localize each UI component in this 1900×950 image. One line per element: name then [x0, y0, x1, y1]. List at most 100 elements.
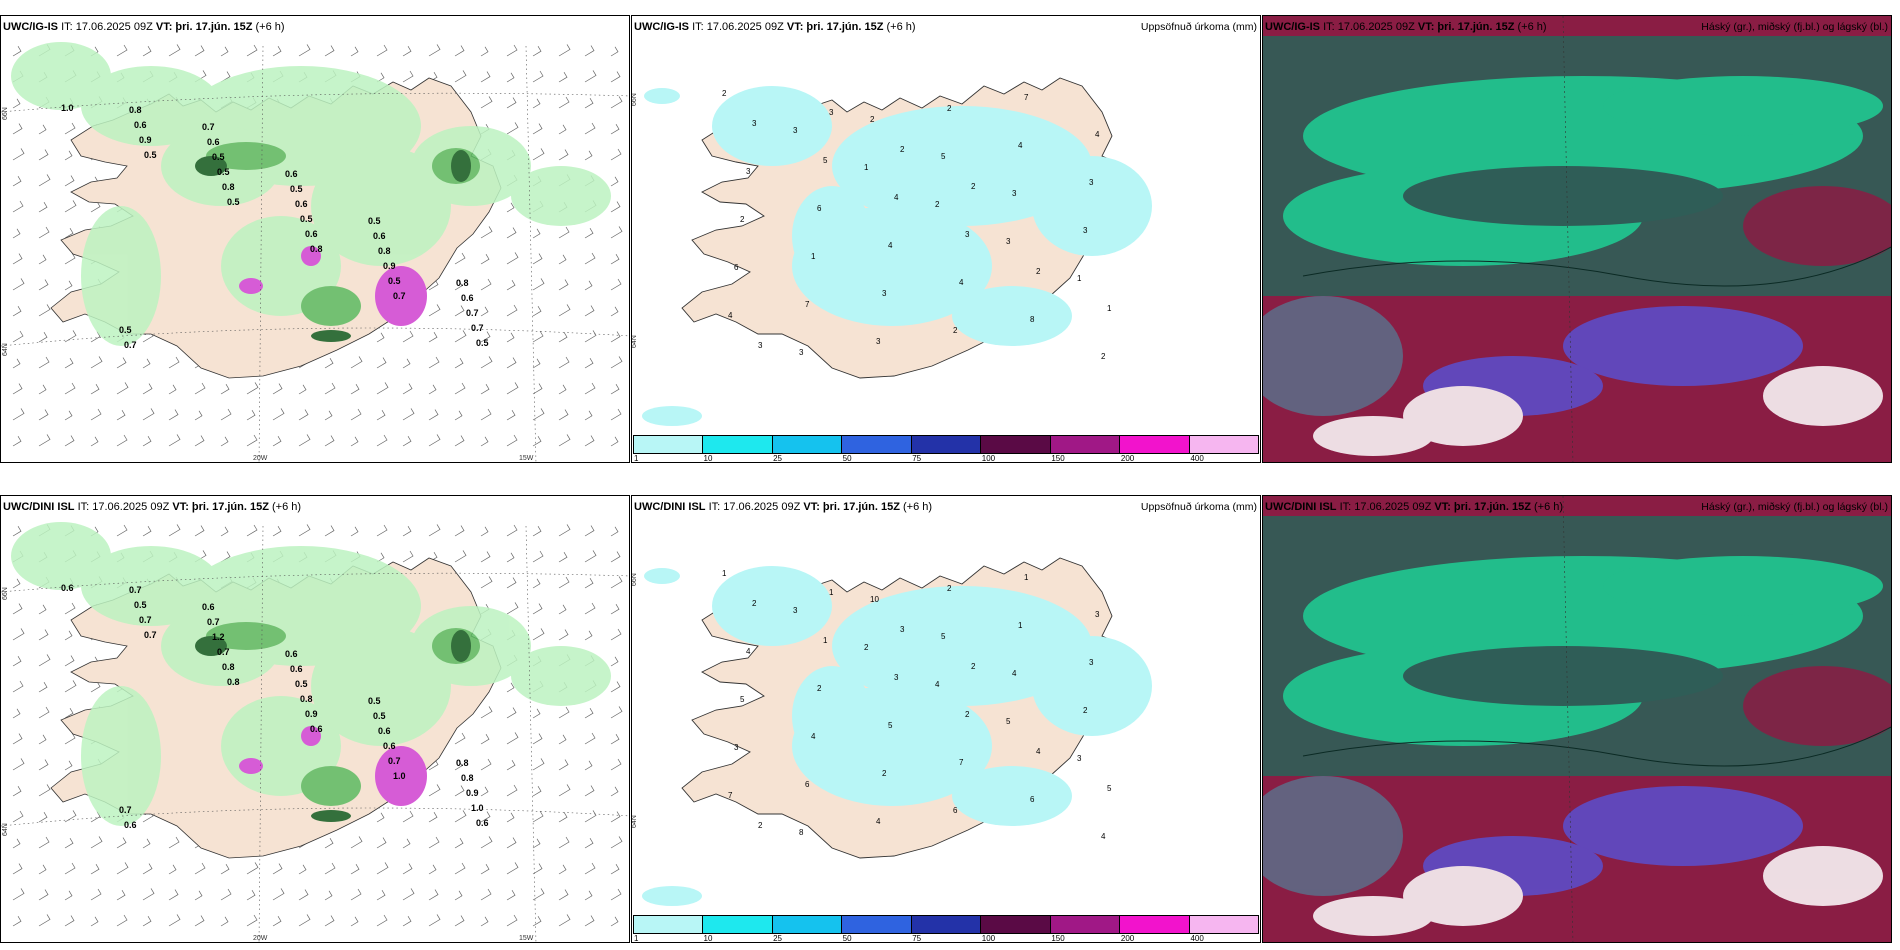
panel-title: UWC/DINI ISL IT: 17.06.2025 09Z VT: þri.… — [634, 501, 933, 513]
wind-barb — [376, 332, 385, 343]
wind-barb — [454, 732, 466, 745]
wind-barb — [194, 382, 206, 395]
wind-barb — [506, 862, 519, 875]
precip-value-label: 0.8 — [456, 278, 469, 288]
wind-barb — [168, 434, 181, 447]
colorbar-swatch — [842, 916, 912, 933]
accum-value-label: 7 — [728, 791, 733, 800]
cloud-area — [1743, 666, 1891, 746]
wind-barb — [532, 708, 541, 719]
colorbar-tick-label: 100 — [981, 454, 996, 463]
colorbar-swatch — [772, 436, 843, 453]
wind-barb — [220, 916, 229, 927]
panel-variable-title: Uppsöfnuð úrkoma (mm) — [1140, 501, 1257, 513]
accum-value-label: 3 — [1083, 226, 1088, 235]
accum-value-label: 2 — [1083, 706, 1088, 715]
wind-barb — [454, 810, 467, 823]
wind-barb — [376, 837, 387, 849]
wind-barb — [506, 227, 517, 239]
wind-barb — [584, 890, 593, 901]
wind-barb — [428, 759, 439, 771]
accum-area — [642, 406, 702, 426]
wind-barb — [610, 551, 621, 563]
accum-value-label: 3 — [1006, 237, 1011, 246]
wind-barb — [12, 436, 22, 447]
wind-barb — [38, 812, 48, 823]
wind-barb — [12, 628, 25, 641]
wind-barb — [220, 408, 232, 421]
panel-accum-precip-dini: UWC/DINI ISL IT: 17.06.2025 09Z VT: þri.… — [631, 495, 1261, 943]
precip-value-label: 0.7 — [388, 756, 401, 766]
wind-barb — [584, 732, 596, 745]
accum-value-label: 2 — [947, 104, 952, 113]
wind-barb — [610, 734, 620, 745]
precip-colorbar: 1 10 25 50 75 100 150 200 400 — [633, 435, 1259, 463]
wind-barb — [350, 356, 363, 369]
accum-value-label: 6 — [734, 263, 739, 272]
wind-barb — [506, 732, 519, 745]
wind-barb — [610, 628, 622, 641]
wind-barb — [168, 914, 181, 927]
wind-barb — [532, 733, 543, 745]
wind-barb — [558, 434, 571, 447]
wind-barb — [558, 576, 570, 589]
wind-barb — [454, 915, 465, 927]
wind-barb — [38, 279, 49, 291]
accum-value-label: 5 — [888, 721, 893, 730]
wind-barb — [12, 838, 21, 849]
colorbar-swatch — [842, 436, 912, 453]
wind-barb — [480, 576, 493, 589]
precip-value-label: 0.5 — [368, 696, 381, 706]
accum-value-label: 3 — [799, 348, 804, 357]
wind-barb — [610, 681, 621, 693]
wind-barb — [64, 200, 77, 213]
wind-barb — [610, 148, 622, 161]
wind-barb — [38, 889, 49, 901]
panel-clouds-dini: UWC/DINI ISL IT: 17.06.2025 09Z VT: þri.… — [1262, 495, 1892, 943]
wind-barb — [506, 382, 519, 395]
coastline — [1302, 246, 1891, 287]
accum-value-label: 5 — [823, 156, 828, 165]
wind-barb — [584, 550, 597, 563]
wind-barb — [558, 604, 567, 615]
wind-barb — [480, 306, 489, 317]
wind-barb — [116, 410, 126, 421]
wind-barb — [220, 46, 229, 57]
wind-barb — [506, 784, 518, 797]
colorbar-swatch — [911, 916, 982, 933]
cloud-area — [1403, 166, 1723, 226]
wind-barb — [454, 760, 463, 771]
wind-barb — [584, 760, 593, 771]
wind-barb — [246, 890, 256, 901]
precip-value-label: 0.6 — [134, 120, 147, 130]
accum-value-label: 5 — [1107, 784, 1112, 793]
wind-barb — [584, 122, 596, 135]
wind-barb — [142, 358, 151, 369]
precip-area — [311, 146, 451, 266]
wind-barb — [402, 916, 412, 927]
wind-barb — [116, 862, 129, 875]
wind-barb — [246, 434, 258, 447]
wind-barb — [376, 524, 388, 537]
precip-value-label: 0.6 — [290, 664, 303, 674]
accum-value-label: 1 — [1018, 621, 1023, 630]
wind-barb — [428, 409, 439, 421]
wind-barb — [454, 435, 465, 447]
wind-barb — [142, 46, 152, 57]
accum-value-label: 2 — [864, 643, 869, 652]
accum-value-label: 2 — [740, 215, 745, 224]
wind-barb — [428, 914, 441, 927]
colorbar-tick-label: 10 — [703, 934, 713, 943]
precip-area — [311, 626, 451, 746]
wind-barb — [454, 862, 466, 875]
wind-barb — [480, 888, 492, 901]
precip-value-label: 0.6 — [476, 818, 489, 828]
wind-barb — [480, 436, 489, 447]
wind-barb — [350, 916, 359, 927]
wind-barb — [12, 123, 23, 135]
accum-value-label: 8 — [799, 828, 804, 837]
wind-barb — [402, 550, 414, 563]
precip-value-label: 0.8 — [300, 694, 313, 704]
wind-barb — [12, 330, 24, 343]
